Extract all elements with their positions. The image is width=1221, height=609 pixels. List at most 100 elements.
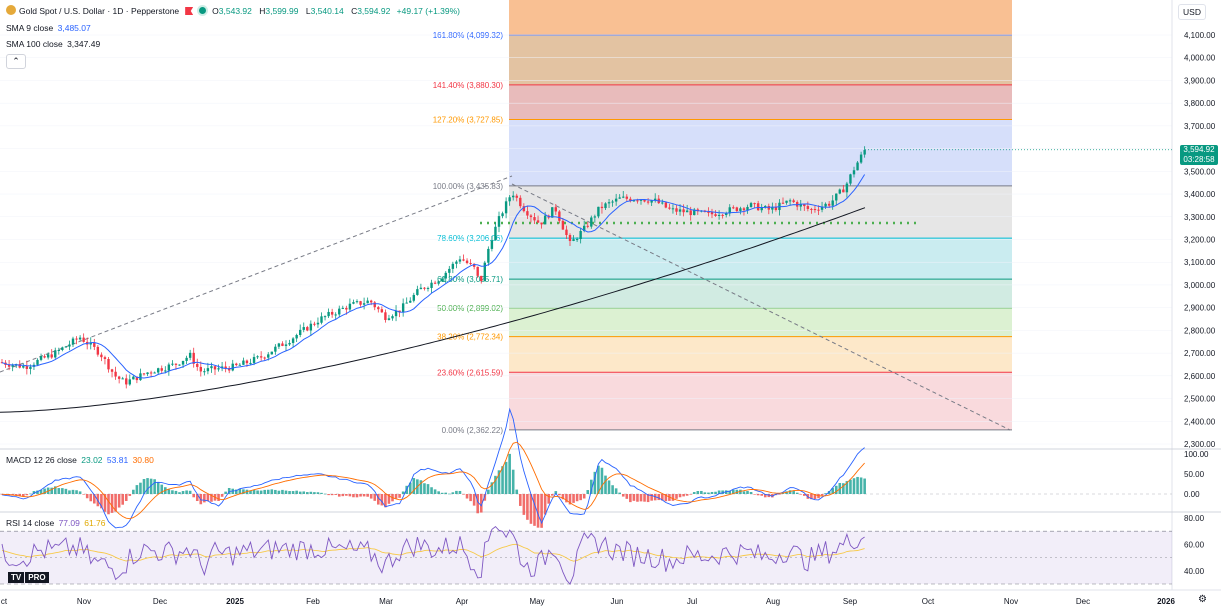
macd-bar [295,490,298,494]
macd-bar [263,489,266,494]
candle-body [238,364,242,366]
macd-bar [316,492,320,494]
candle-body [646,201,650,203]
candle-body [685,210,689,213]
candle-body [419,287,423,290]
rsi-legend[interactable]: RSI 14 close 77.09 61.76 [6,517,106,529]
macd-bar [604,475,607,494]
macd-bar [579,494,582,501]
candle-body [7,364,11,367]
price-axis-label-9: 3,200.00 [1184,236,1216,245]
candle-body [746,206,749,211]
gold-coin-icon [6,5,16,15]
symbol-title[interactable]: Gold Spot / U.S. Dollar · 1D · Peppersto… [19,6,180,16]
tv-logo-mark: TV [8,572,25,583]
macd-bar [448,493,451,495]
time-axis-label-0: ct [1,597,8,606]
candle-body [164,370,167,372]
collapse-legend-button[interactable]: ⌃ [6,54,26,69]
candle-body [583,225,586,231]
candle-body [689,210,692,216]
macd-bar [29,493,32,495]
candle-body [242,360,245,365]
fib-zone-7 [509,336,1012,373]
candle-body [43,356,46,358]
candle-body [710,211,714,215]
macd-bar [600,467,604,494]
macd-bar [661,494,664,501]
rsi-axis-label-1: 60.00 [1184,540,1205,549]
macd-bar [220,494,224,497]
macd-bar [533,494,536,526]
sma100-legend[interactable]: SMA 100 close 3,347.49 [6,38,100,50]
macd-bar [529,494,533,524]
sma9-legend[interactable]: SMA 9 close 3,485.07 [6,22,91,34]
macd-bar [696,491,700,494]
macd-bar [522,494,526,515]
macd-bar [298,491,302,494]
candle-body [103,357,107,359]
macd-bar [547,494,550,504]
candle-body [725,213,728,216]
candle-body [476,266,479,276]
macd-bar [135,485,139,494]
macd-bar [18,494,22,497]
time-axis-label-6: Apr [456,597,469,606]
flag-icon[interactable] [185,7,194,15]
candle-body [469,263,472,265]
currency-selector[interactable]: USD [1178,4,1206,20]
macd-bar [274,489,277,494]
macd-bar [43,488,46,494]
candle-body [142,373,146,375]
macd-bar [14,494,18,496]
candle-body [259,356,263,358]
candle-body [412,294,415,301]
fib-zone-8 [509,372,1012,430]
macd-bar [270,489,274,494]
macd-bar [746,491,749,494]
candle-body [22,366,25,368]
macd-bar [483,494,487,501]
market-open-icon [199,7,207,14]
macd-legend[interactable]: MACD 12 26 close 23.02 53.81 30.80 [6,454,154,466]
last-price-badge: 3,594.92 03:28:58 [1180,145,1218,165]
macd-bar [93,494,96,504]
macd-signal-value: 30.80 [132,455,154,465]
time-axis-label-10: Aug [766,597,780,606]
macd-bar [646,494,650,503]
fib-zone-1 [509,84,1012,120]
macd-bar [739,489,742,494]
candle-body [39,356,43,360]
macd-bar [568,494,572,505]
sma100-label: SMA 100 close [6,39,63,49]
candle-body [274,346,277,352]
tradingview-logo[interactable]: TV PRO [8,572,49,583]
gear-icon[interactable]: ⚙ [1198,594,1207,605]
candle-body [533,217,536,221]
macd-bar [515,489,519,494]
candle-body [146,372,149,375]
candle-body [224,366,227,369]
candle-body [245,360,249,364]
candle-body [25,366,29,369]
macd-bar [188,490,192,494]
macd-bar [763,494,767,498]
candle-body [785,200,788,203]
candle-body [842,189,845,193]
candle-body [650,200,653,203]
macd-bar [831,488,834,494]
macd-bar [359,494,362,497]
macd-bar [181,491,185,494]
candle-body [774,207,778,211]
time-axis-label-13: Nov [1004,597,1018,606]
macd-bar [291,491,295,494]
candle-body [788,200,792,202]
candle-body [398,310,401,313]
macd-bar [543,494,547,515]
candle-body [693,209,696,216]
time-axis-label-3: 2025 [226,597,244,606]
macd-bar [369,494,373,499]
macd-bar [401,491,405,494]
candle-body [632,200,636,202]
